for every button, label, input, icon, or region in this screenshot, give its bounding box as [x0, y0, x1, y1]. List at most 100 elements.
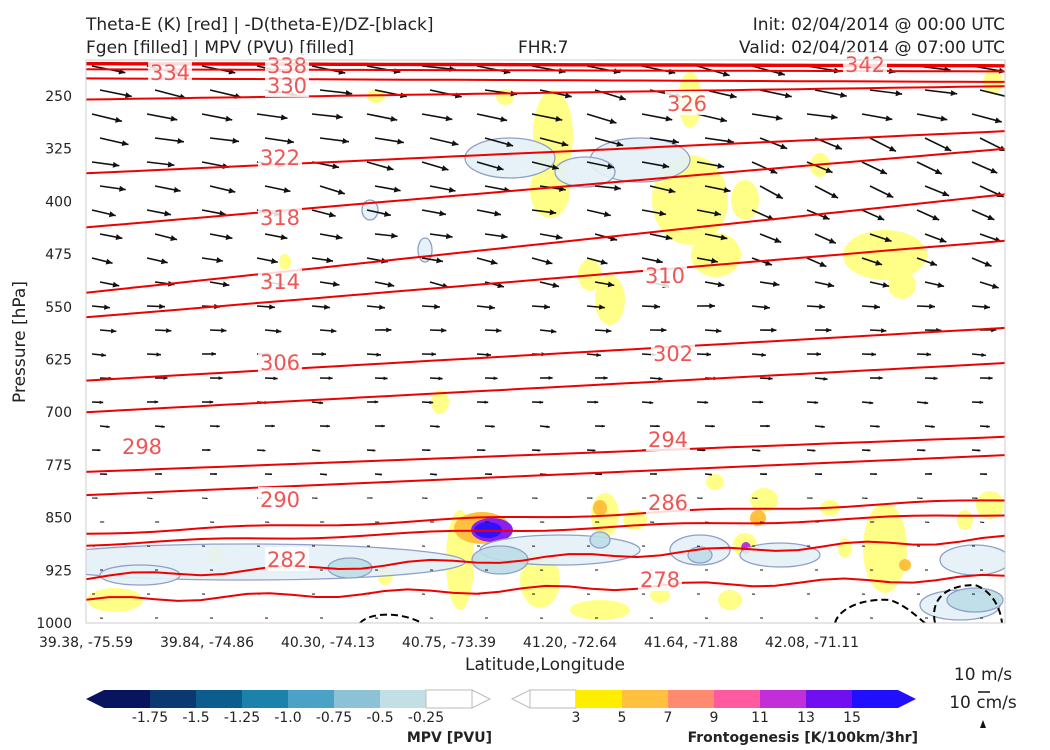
vector-arrow-head: [542, 521, 545, 523]
theta-e-line: [86, 85, 1005, 101]
x-tick-label: 39.38, -75.59: [39, 635, 133, 651]
vector-arrow-head: [763, 304, 770, 310]
vector-arrow-head: [212, 521, 215, 523]
vector-arrow-head: [723, 187, 731, 193]
vector-arrow-head: [991, 283, 999, 289]
theta-e-line: [86, 77, 1005, 83]
colorbar-extend: [86, 690, 104, 708]
vector-arrow-head: [451, 140, 459, 147]
vector-arrow-head: [711, 424, 715, 428]
vector-arrow-head: [216, 424, 220, 428]
vector-arrow-head: [564, 92, 572, 99]
vector-arrow-head: [490, 259, 498, 265]
vector-arrow-head: [432, 521, 435, 523]
vector-arrow-head: [711, 257, 718, 264]
vector-arrow-head: [506, 141, 514, 148]
frontogenesis-fill: [279, 254, 291, 270]
vector-arrow-head: [561, 140, 569, 147]
vector-arrow-head: [482, 448, 486, 452]
vector-arrow-head: [704, 400, 709, 405]
theta-e-label: 310: [645, 264, 685, 288]
vector-arrow-head: [706, 352, 711, 357]
vector-arrow-head: [929, 303, 935, 310]
vector-arrow-head: [342, 137, 349, 144]
dashed-contour: [933, 583, 1003, 623]
vector-arrow-head: [830, 113, 838, 120]
vector-arrow-head: [607, 281, 615, 288]
contour-label-bg: [651, 341, 695, 365]
vector-arrow-head: [228, 187, 236, 194]
vector-arrow-head: [487, 521, 490, 523]
vector-arrow-head: [655, 258, 663, 264]
vector-arrow-head: [280, 114, 288, 121]
frontogenesis-fill: [957, 510, 973, 530]
theta-e-line: [86, 193, 1005, 294]
frontogenesis-fill: [87, 588, 143, 612]
vector-arrow-head: [105, 258, 113, 265]
vector-arrow-head: [393, 186, 401, 193]
y-axis-label: Pressure [hPa]: [10, 281, 30, 403]
vector-arrow-head: [386, 327, 392, 333]
colorbar-tick-label: 13: [797, 710, 815, 726]
vector-arrow-head: [283, 187, 291, 193]
vector-arrow-head: [271, 424, 275, 428]
frontogenesis-fill-strong: [593, 500, 607, 516]
vector-arrow-head: [391, 232, 398, 239]
vector-arrow-head: [659, 210, 667, 217]
dashed-contour: [359, 613, 421, 623]
vector-arrow-head: [166, 328, 172, 334]
vector-arrow-head: [336, 113, 343, 120]
vector-arrow-head: [157, 521, 160, 523]
vector-arrow-head: [929, 260, 937, 266]
mpv-colorbar: -1.75 -1.5 -1.25 -1.0 -0.75 -0.5 -0.25 MPV [PVU…: [86, 689, 492, 746]
vector-arrow-head: [600, 259, 608, 265]
vector-arrow-head: [448, 186, 456, 193]
vector-arrow-head: [771, 327, 777, 333]
vector-arrow-head: [287, 138, 294, 145]
colorbar-segment: [425, 689, 473, 709]
vector-arrow-head: [267, 521, 270, 523]
vector-arrow-head: [942, 190, 950, 197]
vector-arrow-head: [601, 424, 605, 428]
vector-arrow-head: [871, 352, 876, 357]
contour-label-bg: [258, 350, 302, 374]
vector-arrow-head: [436, 257, 443, 264]
vector-arrow-head: [441, 165, 449, 171]
vector-arrow-head: [121, 140, 129, 147]
theta-e-line: [86, 573, 1005, 602]
vector-arrow-head: [221, 328, 227, 333]
contour-label-bg: [148, 60, 192, 84]
vector-arrow-head: [377, 521, 380, 523]
colorbar-tick-label: -1.0: [274, 710, 301, 726]
theta-e-label: 298: [122, 435, 162, 459]
theta-e-label: 302: [653, 342, 693, 366]
vector-arrow-head: [97, 448, 101, 452]
vector-arrow: [979, 89, 1005, 97]
colorbar-extend: [510, 689, 531, 709]
vector-arrow-head: [150, 497, 153, 500]
frontogenesis-fill: [863, 503, 907, 593]
y-tick-label: 475: [45, 247, 72, 263]
vector-arrow-head: [429, 400, 434, 405]
vector-key: 10 m/s 10 cm/s: [949, 665, 1017, 728]
vector-arrow-head: [548, 376, 553, 380]
vector-arrow-head: [772, 281, 780, 287]
vector-arrow-head: [427, 448, 431, 452]
vector-arrow-head: [216, 257, 223, 264]
theta-e-label: 278: [640, 568, 680, 592]
vector-arrow-head: [879, 168, 887, 174]
vector-arrow-head: [207, 448, 211, 452]
vector-arrow-head: [720, 234, 728, 241]
vector-arrow-head: [103, 304, 110, 310]
colorbar-segment: [576, 690, 622, 708]
vector-arrow-head: [606, 328, 612, 334]
vector-arrow-head: [759, 400, 764, 404]
theta-e-label: 334: [150, 61, 190, 85]
vector-arrow-head: [984, 304, 990, 310]
vector-arrow-head: [709, 303, 715, 309]
colorbar-segment: [334, 690, 380, 708]
vector-arrow-head: [986, 425, 990, 428]
colorbar-tick-label: 15: [843, 710, 861, 726]
theta-e-label: 290: [260, 488, 300, 512]
vector-arrow-head: [170, 115, 178, 122]
